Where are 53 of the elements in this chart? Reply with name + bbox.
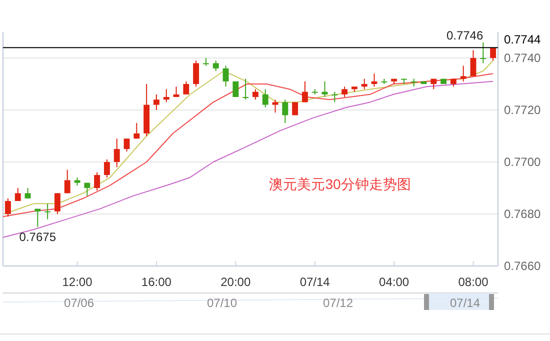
text: 07/14 xyxy=(450,296,480,310)
candlestick xyxy=(193,60,200,88)
candlestick xyxy=(44,203,51,220)
y-tick-label: 0.7720 xyxy=(504,103,542,117)
text: 07/12 xyxy=(322,296,354,310)
x-tick-label: 12:00 xyxy=(62,275,93,289)
x-tick-label: 07/14 xyxy=(300,275,330,289)
candlestick xyxy=(470,50,476,77)
candlestick xyxy=(84,182,90,196)
candlestick xyxy=(480,42,486,64)
candlestick xyxy=(153,94,160,110)
text: 07/10 xyxy=(206,296,238,310)
annotation: 0.7746 xyxy=(446,28,484,42)
x-tick-label: 08:00 xyxy=(458,275,489,289)
candlestick xyxy=(342,86,348,98)
candlestick xyxy=(460,65,466,82)
candlestick xyxy=(222,65,229,88)
candlestick xyxy=(202,58,209,66)
candlestick xyxy=(252,88,258,100)
candlestick xyxy=(134,122,140,140)
text: 07/06 xyxy=(64,296,94,310)
x-tick-label: 16:00 xyxy=(141,275,172,289)
y-tick-label: 0.7660 xyxy=(504,259,542,273)
candlestick xyxy=(332,91,338,103)
y-tick-label: 0.7700 xyxy=(504,155,542,169)
y-tick-label: 0.7740 xyxy=(504,51,542,65)
candlestick xyxy=(163,88,170,103)
candlestick xyxy=(242,78,249,100)
ref-line-label: 0.7744 xyxy=(504,32,542,47)
candlestick xyxy=(4,198,11,218)
candlestick xyxy=(104,158,110,178)
candlestick xyxy=(292,102,298,116)
candlestick xyxy=(54,192,60,214)
candlestick xyxy=(14,188,21,202)
candlestick xyxy=(124,138,130,152)
candlestick xyxy=(94,172,100,192)
candlestick xyxy=(282,99,288,124)
annotation: 0.7675 xyxy=(19,230,56,244)
candlestick xyxy=(302,80,308,103)
candlestick xyxy=(490,47,496,62)
candlestick xyxy=(272,99,278,114)
annotation: 澳元美元30分钟走势图 xyxy=(269,176,411,192)
y-tick-label: 0.7680 xyxy=(504,207,542,221)
candlestick xyxy=(114,138,120,168)
candlestick xyxy=(361,78,368,90)
x-tick-label: 04:00 xyxy=(379,275,410,289)
candlestick xyxy=(34,208,41,228)
candlestick xyxy=(24,188,31,199)
candlestick xyxy=(183,80,190,95)
candlestick xyxy=(212,60,219,72)
x-tick-label: 20:00 xyxy=(220,275,251,289)
candlestick xyxy=(64,169,70,194)
candlestick xyxy=(262,88,268,108)
